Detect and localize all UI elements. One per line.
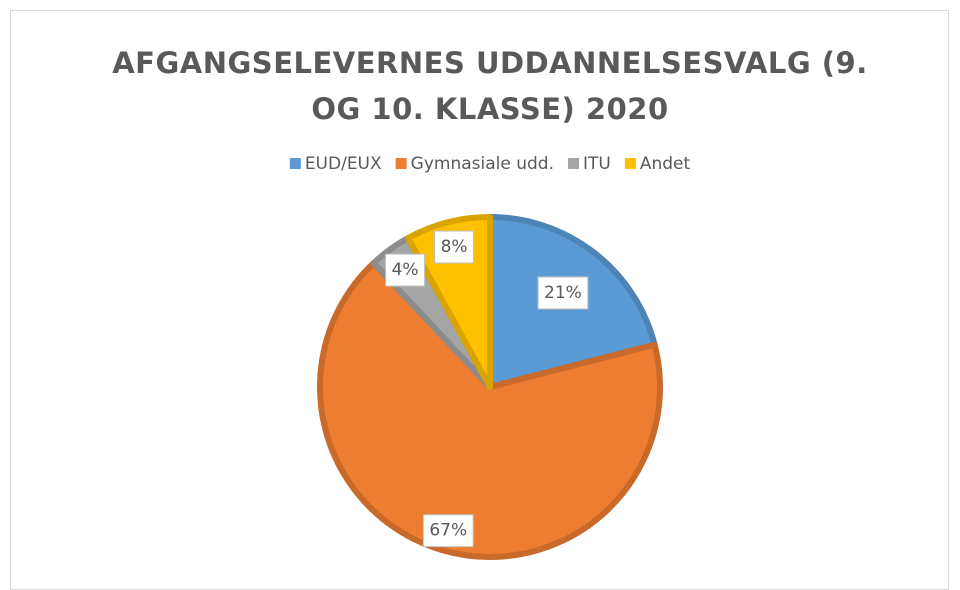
legend-swatch <box>395 158 407 169</box>
data-label-box <box>422 514 474 548</box>
legend-label: EUD/EUX <box>305 154 382 174</box>
data-label: 21% <box>544 283 582 303</box>
legend-swatch <box>624 158 636 169</box>
legend-swatch <box>568 158 580 169</box>
pie-slice <box>317 260 663 560</box>
data-label: 4% <box>392 260 419 280</box>
legend-label: ITU <box>583 154 611 174</box>
data-label-box <box>434 230 475 264</box>
legend-swatch <box>289 158 301 169</box>
data-label-box <box>537 276 589 310</box>
data-label: 67% <box>429 521 467 541</box>
data-label-box <box>385 253 426 287</box>
legend-label: Gymnasiale udd. <box>411 154 554 174</box>
data-label: 8% <box>441 237 468 257</box>
legend-label: Andet <box>640 154 691 174</box>
chart-title: AFGANGSELEVERNES UDDANNELSESVALG (9. OG … <box>112 46 868 126</box>
